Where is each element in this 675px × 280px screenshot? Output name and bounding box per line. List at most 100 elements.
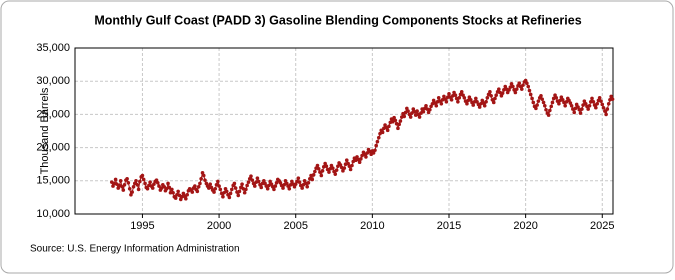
data-point <box>359 157 363 161</box>
data-point <box>459 90 464 94</box>
x-tick-label: 1995 <box>130 220 154 232</box>
data-point <box>190 190 195 194</box>
data-point <box>195 189 200 194</box>
data-point <box>594 105 598 110</box>
data-point <box>385 128 390 133</box>
data-point <box>221 194 225 199</box>
data-point <box>135 182 140 187</box>
data-point <box>272 187 276 192</box>
data-point <box>595 101 600 106</box>
data-point <box>528 92 533 97</box>
data-point <box>548 108 552 113</box>
data-point <box>208 182 212 186</box>
y-tick-label: 20,000 <box>36 142 70 154</box>
frame <box>0 0 674 274</box>
data-point <box>316 167 321 171</box>
data-point <box>125 177 129 181</box>
data-point <box>586 107 590 111</box>
data-point <box>118 179 123 183</box>
data-point <box>500 91 505 95</box>
data-point <box>517 81 521 85</box>
data-point <box>380 130 385 135</box>
data-point <box>315 163 320 168</box>
data-point <box>212 190 216 194</box>
data-point <box>536 99 541 103</box>
data-point <box>344 158 349 163</box>
plot-area <box>74 47 614 215</box>
data-point <box>252 184 257 188</box>
data-point <box>126 180 131 185</box>
data-point <box>216 179 220 184</box>
data-point <box>113 177 118 182</box>
data-point <box>162 184 167 189</box>
data-point <box>540 97 544 101</box>
data-point <box>588 99 593 104</box>
data-point <box>557 101 561 106</box>
data-point <box>184 196 188 201</box>
data-point <box>535 103 539 107</box>
x-tick-label: 2010 <box>360 220 384 232</box>
data-point <box>193 184 197 188</box>
y-tick-label: 15,000 <box>36 175 70 187</box>
data-point <box>134 179 138 183</box>
data-point <box>591 99 596 104</box>
data-point <box>610 97 615 101</box>
data-point <box>574 102 579 107</box>
data-point <box>554 96 559 100</box>
data-point <box>138 179 142 184</box>
data-point <box>120 184 124 189</box>
data-point <box>491 100 496 105</box>
data-point <box>373 148 377 153</box>
data-point <box>131 184 136 189</box>
data-point <box>256 179 261 184</box>
data-point <box>157 184 161 188</box>
data-point <box>283 179 288 183</box>
data-point <box>127 186 132 191</box>
data-point <box>477 105 482 109</box>
data-point <box>341 169 345 173</box>
data-point <box>237 189 242 194</box>
data-point <box>302 179 307 183</box>
x-tick-label: 2005 <box>283 220 307 232</box>
data-point <box>244 187 248 192</box>
data-point <box>333 172 338 176</box>
data-point <box>408 115 413 119</box>
data-point <box>402 114 407 119</box>
data-point <box>320 169 325 173</box>
data-point <box>587 103 592 108</box>
data-point <box>198 181 202 186</box>
data-point <box>268 179 272 184</box>
data-point <box>485 96 490 100</box>
data-point <box>563 103 567 108</box>
data-point <box>136 187 141 192</box>
data-point <box>130 190 134 194</box>
data-point <box>155 180 160 185</box>
data-point <box>141 177 146 182</box>
data-point <box>597 96 602 100</box>
data-point <box>111 184 115 188</box>
data-point <box>342 166 347 170</box>
data-point <box>250 178 255 182</box>
data-point <box>569 103 574 108</box>
data-point <box>447 92 451 96</box>
data-point <box>319 173 324 178</box>
data-point <box>121 188 126 192</box>
data-point <box>357 160 362 165</box>
data-point <box>457 96 462 100</box>
data-point <box>228 191 233 196</box>
data-point <box>417 115 422 119</box>
data-point <box>122 182 127 187</box>
data-point <box>393 118 398 123</box>
data-point <box>217 184 221 188</box>
data-point <box>436 96 441 100</box>
data-point <box>213 186 218 191</box>
data-point <box>230 187 234 192</box>
data-point <box>145 186 150 191</box>
data-point <box>240 182 244 186</box>
data-point <box>541 100 546 105</box>
data-point <box>471 103 476 107</box>
data-point <box>300 186 304 190</box>
data-point <box>171 190 175 195</box>
data-point <box>348 167 353 172</box>
data-point <box>281 186 285 190</box>
